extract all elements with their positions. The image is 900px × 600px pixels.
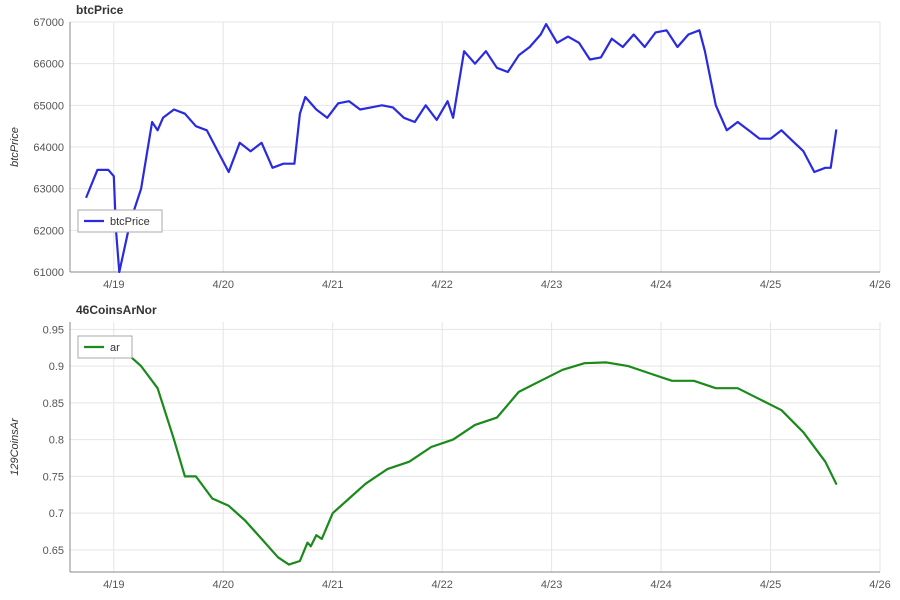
x-tick-label: 4/21	[322, 579, 343, 591]
y-axis-label: btcPrice	[9, 127, 21, 167]
x-tick-label: 4/25	[760, 279, 781, 291]
y-tick-label: 63000	[33, 184, 64, 196]
x-tick-label: 4/20	[213, 279, 234, 291]
y-tick-label: 64000	[33, 142, 64, 154]
y-tick-label: 66000	[33, 59, 64, 71]
chart-container: 61000 62000 63000 64000 65000 66000 67000 4/19 4…	[0, 0, 900, 600]
y-tick-label: 0.7	[49, 508, 64, 520]
chart-title: btcPrice	[76, 3, 124, 17]
x-tick-label: 4/22	[431, 579, 452, 591]
y-tick-label: 67000	[33, 17, 64, 29]
y-tick-label: 0.9	[49, 361, 64, 373]
x-tick-label: 4/24	[650, 579, 671, 591]
top-chart-panel: 61000 62000 63000 64000 65000 66000 67000 4/19 4…	[0, 0, 900, 300]
y-tick-label: 0.75	[43, 471, 64, 483]
x-tick-label: 4/26	[869, 279, 890, 291]
x-tick-label: 4/21	[322, 279, 343, 291]
legend-label: btcPrice	[110, 216, 150, 228]
x-tick-label: 4/24	[650, 279, 671, 291]
y-axis-label: 129CoinsAr	[9, 417, 21, 476]
y-tick-label: 62000	[33, 225, 64, 237]
legend-label: ar	[110, 342, 120, 354]
y-tick-label: 0.65	[43, 545, 64, 557]
x-tick-label: 4/20	[213, 579, 234, 591]
bottom-chart-svg: 0.65 0.7 0.75 0.8 0.85 0.9 0.95 4/19 4/20 4/21 4/2…	[0, 300, 900, 600]
y-tick-label: 0.85	[43, 398, 64, 410]
x-tick-label: 4/19	[103, 579, 124, 591]
x-tick-label: 4/26	[869, 579, 890, 591]
x-tick-label: 4/25	[760, 579, 781, 591]
bottom-chart-panel: 0.65 0.7 0.75 0.8 0.85 0.9 0.95 4/19 4/20 4/21 4/2…	[0, 300, 900, 600]
top-chart-svg: 61000 62000 63000 64000 65000 66000 67000 4/19 4…	[0, 0, 900, 300]
x-tick-label: 4/23	[541, 579, 562, 591]
x-tick-label: 4/22	[431, 279, 452, 291]
chart-title: 46CoinsArNor	[76, 303, 157, 317]
y-tick-label: 61000	[33, 267, 64, 279]
x-tick-label: 4/19	[103, 279, 124, 291]
x-tick-label: 4/23	[541, 279, 562, 291]
series-line	[86, 24, 836, 272]
y-tick-label: 0.8	[49, 435, 64, 447]
y-tick-label: 0.95	[43, 324, 64, 336]
y-tick-label: 65000	[33, 100, 64, 112]
series-line	[92, 349, 836, 565]
